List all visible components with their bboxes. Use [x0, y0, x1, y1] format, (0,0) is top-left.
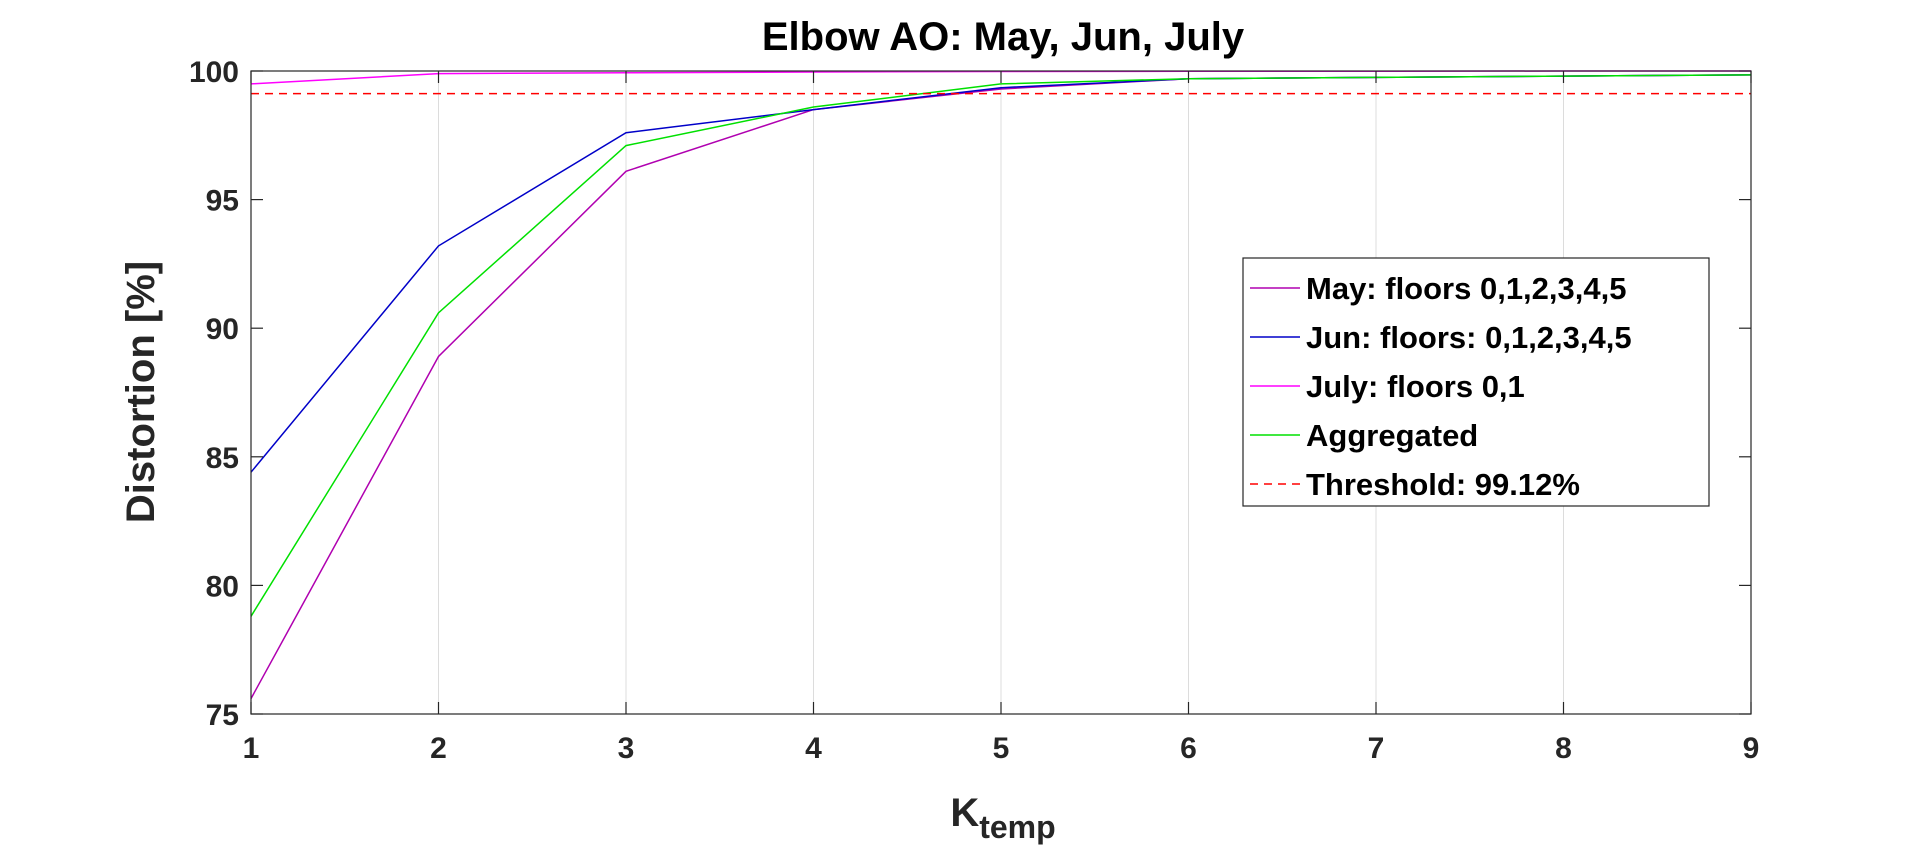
x-axis-label-main: K — [950, 791, 979, 835]
x-tick-label: 6 — [1180, 732, 1197, 765]
x-tick-label: 9 — [1743, 732, 1760, 765]
y-tick-label: 90 — [206, 313, 239, 346]
x-tick-label: 7 — [1368, 732, 1385, 765]
x-tick-label: 8 — [1555, 732, 1572, 765]
legend-label-3: Aggregated — [1306, 418, 1478, 453]
x-tick-label: 1 — [243, 732, 260, 765]
y-tick-label: 85 — [206, 442, 239, 475]
y-tick-label: 95 — [206, 185, 239, 218]
legend-label-2: July: floors 0,1 — [1306, 369, 1525, 404]
y-tick-label: 100 — [189, 56, 239, 89]
x-axis-label: Ktemp — [950, 791, 1055, 845]
y-axis-label: Distortion [%] — [119, 261, 163, 523]
legend-label-0: May: floors 0,1,2,3,4,5 — [1306, 271, 1626, 306]
legend-box — [1242, 257, 1710, 507]
legend-label-1: Jun: floors: 0,1,2,3,4,5 — [1306, 320, 1632, 355]
x-tick-label: 2 — [430, 732, 447, 765]
x-axis-ticks: 1 2 3 4 5 6 7 8 9 — [243, 71, 1760, 765]
y-tick-label: 75 — [206, 699, 239, 732]
legend-label-4: Threshold: 99.12% — [1306, 467, 1580, 502]
x-tick-label: 5 — [993, 732, 1010, 765]
x-tick-label: 4 — [805, 732, 822, 765]
x-axis-label-subscript: temp — [979, 809, 1055, 845]
y-tick-label: 80 — [206, 570, 239, 603]
series-line-3 — [250, 74, 1752, 617]
x-tick-label: 3 — [618, 732, 635, 765]
legend: May: floors 0,1,2,3,4,5 Jun: floors: 0,1,… — [1242, 257, 1710, 507]
y-axis-ticks: 75 80 85 90 95 100 — [189, 56, 1751, 732]
chart-title: Elbow AO: May, Jun, July — [762, 15, 1245, 59]
